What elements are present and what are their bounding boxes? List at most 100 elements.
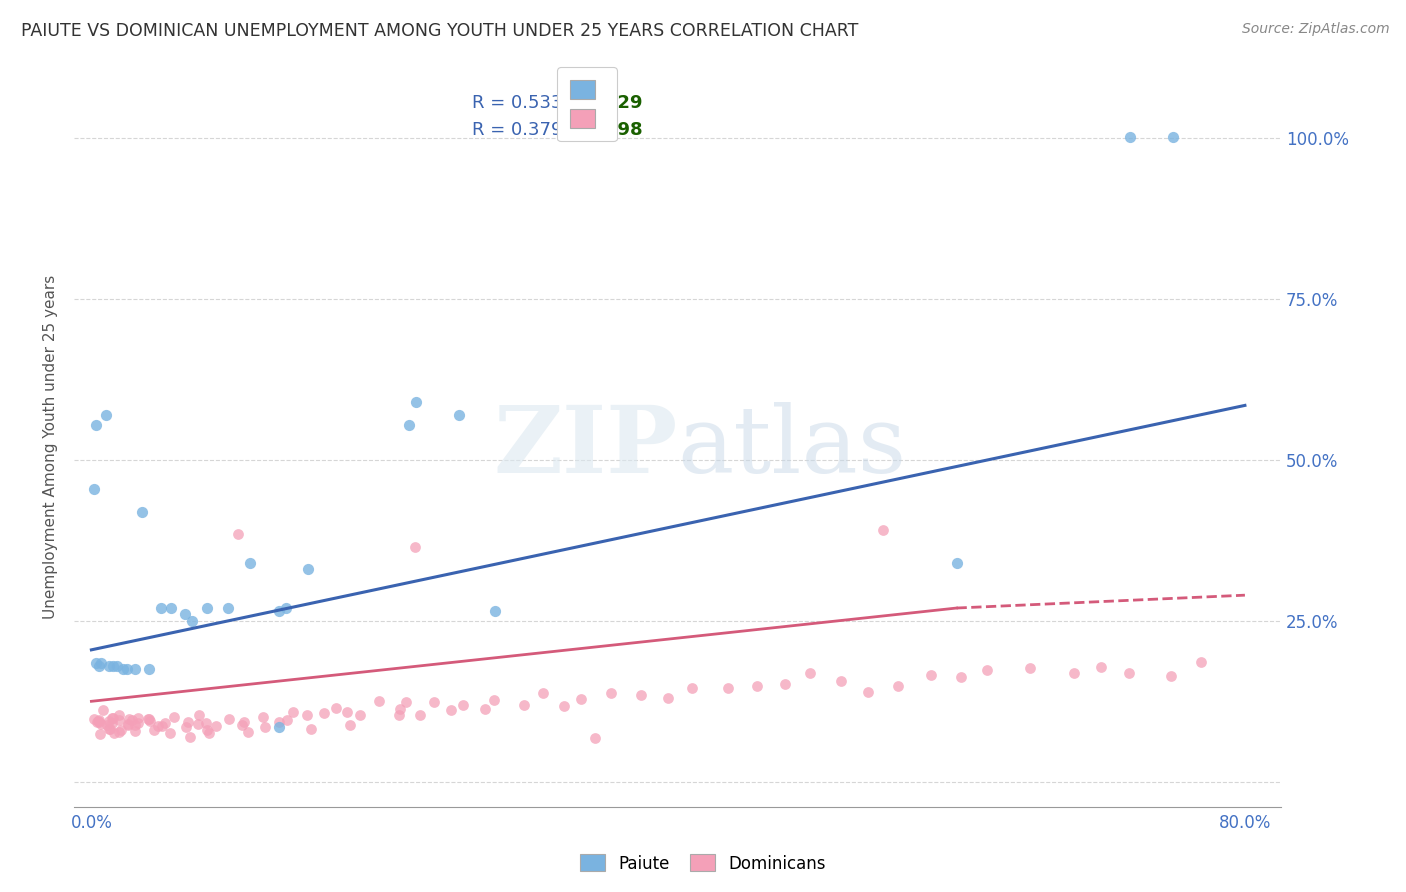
Point — [1191, 655, 1213, 669]
Point — [1063, 665, 1085, 680]
Point — [87, 714, 110, 729]
Point — [349, 708, 371, 723]
Point — [949, 670, 972, 684]
Point — [187, 717, 209, 731]
Point — [150, 719, 173, 733]
Point — [89, 714, 111, 729]
Point — [98, 723, 121, 737]
Point — [97, 714, 120, 729]
Point — [83, 712, 105, 726]
Point — [101, 711, 124, 725]
Point — [181, 614, 204, 628]
Point — [188, 707, 211, 722]
Point — [108, 725, 131, 739]
Point — [920, 668, 942, 682]
Point — [138, 712, 160, 726]
Point — [159, 601, 181, 615]
Point — [484, 604, 506, 618]
Text: N = 98: N = 98 — [575, 121, 643, 139]
Point — [101, 711, 124, 725]
Text: R = 0.379: R = 0.379 — [472, 121, 562, 139]
Point — [474, 702, 496, 716]
Point — [117, 718, 139, 732]
Text: PAIUTE VS DOMINICAN UNEMPLOYMENT AMONG YOUTH UNDER 25 YEARS CORRELATION CHART: PAIUTE VS DOMINICAN UNEMPLOYMENT AMONG Y… — [21, 22, 859, 40]
Point — [747, 680, 769, 694]
Point — [569, 691, 592, 706]
Point — [312, 706, 335, 721]
Text: N = 29: N = 29 — [575, 94, 643, 112]
Point — [197, 723, 219, 737]
Point — [217, 601, 239, 615]
Point — [90, 656, 112, 670]
Point — [336, 706, 359, 720]
Point — [299, 722, 322, 736]
Point — [388, 708, 411, 723]
Point — [267, 604, 290, 618]
Point — [238, 724, 260, 739]
Point — [127, 711, 149, 725]
Point — [239, 556, 262, 570]
Point — [127, 716, 149, 731]
Point — [405, 395, 427, 409]
Point — [89, 727, 111, 741]
Point — [717, 681, 740, 695]
Point — [149, 601, 172, 615]
Point — [630, 688, 652, 702]
Point — [97, 659, 120, 673]
Point — [513, 698, 536, 712]
Point — [89, 713, 111, 727]
Point — [112, 662, 135, 676]
Point — [945, 556, 967, 570]
Point — [98, 722, 121, 736]
Point — [887, 679, 910, 693]
Point — [124, 723, 146, 738]
Point — [179, 730, 201, 744]
Point — [90, 716, 112, 731]
Point — [107, 707, 129, 722]
Point — [96, 718, 118, 732]
Point — [404, 540, 426, 554]
Point — [368, 694, 391, 708]
Point — [484, 693, 506, 707]
Point — [117, 716, 139, 731]
Point — [198, 726, 221, 740]
Point — [146, 719, 169, 733]
Point — [408, 707, 430, 722]
Point — [94, 408, 117, 422]
Point — [325, 701, 347, 715]
Point — [1118, 666, 1140, 681]
Point — [976, 663, 998, 677]
Point — [105, 659, 128, 673]
Point — [1019, 661, 1042, 675]
Point — [1090, 660, 1112, 674]
Point — [600, 686, 623, 700]
Point — [84, 656, 107, 670]
Point — [583, 731, 606, 746]
Point — [176, 721, 198, 735]
Point — [100, 715, 122, 730]
Point — [395, 695, 418, 709]
Point — [87, 659, 110, 673]
Point — [110, 723, 132, 738]
Legend: Paiute, Dominicans: Paiute, Dominicans — [574, 847, 832, 880]
Point — [138, 662, 160, 676]
Point — [103, 726, 125, 740]
Point — [1161, 130, 1184, 145]
Point — [139, 714, 162, 728]
Point — [451, 698, 474, 713]
Point — [872, 523, 894, 537]
Point — [118, 713, 141, 727]
Text: ZIP: ZIP — [494, 402, 678, 492]
Point — [195, 601, 218, 615]
Point — [681, 681, 703, 696]
Point — [83, 482, 105, 496]
Text: R = 0.533: R = 0.533 — [472, 94, 562, 112]
Point — [254, 720, 277, 734]
Point — [297, 562, 319, 576]
Point — [136, 712, 159, 726]
Point — [84, 417, 107, 432]
Point — [1118, 130, 1140, 145]
Point — [124, 718, 146, 732]
Point — [101, 659, 124, 673]
Point — [226, 527, 249, 541]
